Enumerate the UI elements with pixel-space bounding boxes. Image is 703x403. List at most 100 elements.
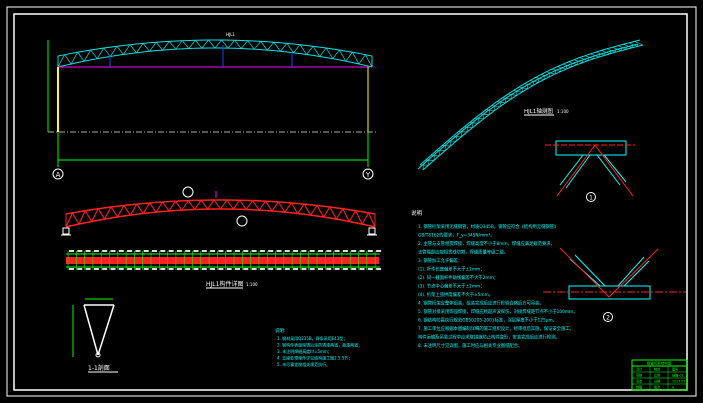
web-member: [168, 41, 177, 50]
web-member: [142, 202, 151, 214]
detail-callout-1: [182, 186, 194, 198]
web-member: [90, 49, 98, 59]
web-member: [297, 203, 305, 214]
web-member: [277, 201, 286, 213]
web-member: [175, 200, 183, 211]
note-item: 2. 钢构件表面除锈后涂防锈漆两道，面漆两道；: [277, 342, 362, 348]
web-member: [201, 39, 209, 49]
iso-chord: [419, 39, 641, 166]
web-member: [142, 43, 150, 52]
web-member: [355, 210, 363, 225]
note-item: (4). 桁架上弦拱度偏差不大于±5mm。: [418, 291, 493, 298]
truss-label: HJL1: [226, 32, 235, 37]
notes-small: 说明: 1. 钢材采用Q235B，焊条采用E43型；2. 钢构件表面除锈后涂防锈…: [275, 327, 362, 367]
note-item: (3). 节点中心偏差不大于±2mm；: [418, 283, 485, 290]
web-member: [213, 199, 221, 210]
top-chord: [57, 39, 373, 57]
web-member: [227, 40, 235, 49]
web-member: [338, 49, 347, 62]
web-member: [232, 199, 241, 210]
web-member: [290, 202, 299, 214]
web-member: [96, 47, 105, 59]
web-member: [162, 41, 170, 51]
web-member: [155, 42, 163, 51]
support-icon: [368, 227, 376, 235]
web-member: [310, 205, 318, 216]
web-member: [247, 40, 255, 50]
note-item: 5. 未尽事宜按相关规范执行。: [277, 361, 330, 367]
web-member: [155, 201, 164, 213]
web-member: [316, 205, 324, 218]
note-item: 4. 支座处预埋件详见结构施工图2.5.5节；: [277, 355, 352, 361]
web-member: [110, 206, 118, 218]
axis-label-y: Y: [365, 171, 371, 179]
bottom-chord: [57, 47, 373, 68]
truss-plan: [66, 250, 382, 270]
web-member: [352, 52, 360, 65]
note-item: 5. 钢管对接采用等强焊接，焊缝应经超声波探伤，对接焊缝距节点不小于100mm。: [418, 308, 578, 315]
iso-chord: [422, 44, 644, 171]
web-member: [194, 199, 202, 210]
inner-frame: [13, 13, 688, 391]
web-member: [280, 43, 288, 52]
note-item: (1). 杆件长度偏差不大于±2mm；: [418, 266, 485, 273]
web-member: [253, 41, 262, 50]
web-member: [78, 210, 86, 225]
note-item: (2). 同一截面杆件轴线偏差不大于2mm；: [418, 274, 498, 281]
web-member: [136, 203, 144, 214]
web-member: [57, 54, 65, 68]
web-member: [319, 47, 327, 57]
web-member: [214, 39, 222, 49]
web-member: [110, 46, 118, 57]
note-item: GB/T8162的要求，F_y=345N/mm²。: [418, 232, 495, 239]
web-member: [260, 41, 268, 51]
title-block-cell: 日期: [654, 379, 660, 384]
title-block-cell: 校对: [654, 367, 661, 372]
node-detail-1: 1: [545, 140, 635, 202]
web-member: [306, 46, 314, 55]
title-block-cell: 图号: [672, 367, 678, 372]
web-member: [312, 46, 320, 57]
note-item: 6. 钢结构防腐执行规范GB50205-2001标准，涂层厚度不小于125μm。: [418, 317, 557, 324]
web-member: [345, 52, 353, 62]
node2-label: 2: [606, 315, 610, 322]
web-member: [348, 210, 357, 222]
note-item: 4. 钢管桁架应整体组装，组装完成后应进行检验合格后方可吊装。: [418, 300, 544, 307]
plan-chords: [66, 257, 379, 264]
web-member: [188, 40, 196, 49]
web-member: [239, 199, 247, 210]
bottom-chord: [65, 208, 376, 228]
web-member: [252, 200, 260, 211]
iso-chord: [417, 43, 639, 170]
web-member: [83, 49, 92, 62]
web-member: [293, 44, 301, 53]
truss-detail-view: HJL1构件详图 1:100: [61, 186, 382, 289]
notes-main-heading: 说明: [411, 209, 423, 217]
title-block-cell: A: [672, 386, 675, 390]
web-member: [323, 206, 331, 218]
web-member: [325, 47, 334, 59]
web-member: [240, 40, 248, 49]
note-item: 8. 未注明尺寸见详图，施工时应与相关专业图纸配合。: [418, 342, 522, 349]
elevation-view: A Y HJL1: [47, 32, 378, 180]
web-member: [208, 39, 216, 49]
title-block-cell: 审定: [636, 379, 643, 384]
web-member: [234, 40, 242, 49]
truss-detail-title: HJL1构件详图: [206, 280, 243, 288]
note-item: 3. 钢管加工允许偏差：: [418, 257, 462, 264]
web-member: [265, 200, 273, 212]
web-member: [267, 42, 275, 51]
web-member: [195, 40, 203, 49]
web-member: [187, 200, 196, 210]
truss-detail-scale: 1:100: [246, 282, 258, 287]
iso-scale: 1:100: [557, 109, 569, 114]
web-member: [65, 212, 73, 228]
node1-label: 1: [589, 195, 593, 202]
web-member: [226, 199, 234, 210]
web-member: [332, 49, 340, 59]
web-member: [84, 210, 93, 222]
web-member: [368, 212, 376, 228]
top-chord: [65, 199, 376, 215]
detail-callout-2: [236, 215, 248, 227]
